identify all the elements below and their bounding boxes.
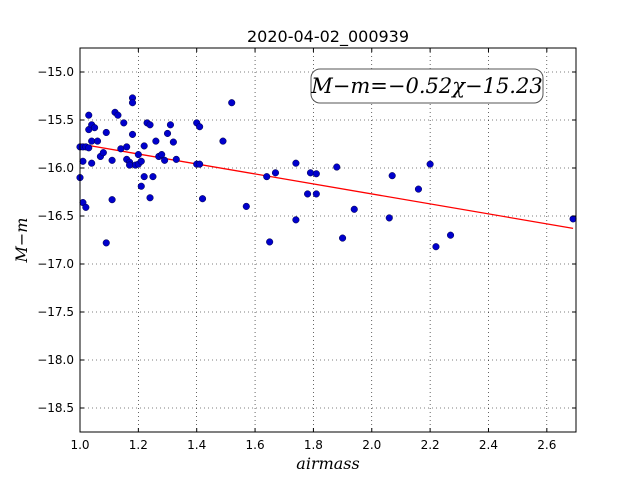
data-point — [169, 138, 177, 146]
data-point — [137, 182, 145, 190]
data-point — [198, 195, 207, 203]
data-point — [102, 239, 110, 247]
y-tick-label: −17.0 — [37, 257, 74, 271]
data-point — [266, 238, 274, 246]
x-tick-label: 1.2 — [129, 438, 148, 452]
data-point — [108, 196, 116, 204]
y-tick-label: −18.0 — [37, 353, 74, 367]
data-point — [91, 124, 99, 132]
data-point — [102, 128, 110, 137]
data-point — [432, 243, 440, 251]
fit-equation-text: M−m=−0.52χ−15.23 — [310, 74, 542, 98]
data-point — [228, 99, 236, 107]
fit-equation-frame — [310, 68, 544, 104]
data-point — [163, 129, 172, 137]
data-point — [446, 231, 455, 239]
data-point — [172, 155, 180, 163]
data-point — [120, 119, 128, 127]
data-point — [388, 172, 396, 180]
data-point — [339, 234, 347, 242]
data-point — [128, 130, 137, 138]
y-tick-label: −15.0 — [37, 65, 74, 79]
y-tick-label: −16.0 — [37, 161, 74, 175]
data-point — [161, 156, 169, 164]
y-tick-label: −17.5 — [37, 305, 74, 319]
x-tick-label: 2.6 — [537, 438, 556, 452]
x-tick-label: 1.4 — [187, 438, 206, 452]
data-point — [123, 143, 131, 151]
data-point — [85, 144, 93, 152]
data-point — [242, 202, 250, 210]
x-tick-label: 1.8 — [304, 438, 323, 452]
data-point — [312, 170, 320, 178]
data-point — [137, 157, 145, 165]
data-point — [196, 160, 204, 168]
data-point — [306, 169, 315, 177]
data-point — [414, 185, 422, 193]
y-tick-label: −18.5 — [37, 401, 74, 415]
data-point — [271, 169, 280, 177]
axis-ticks — [79, 48, 576, 432]
data-point — [108, 156, 116, 164]
data-point — [292, 216, 300, 224]
data-point — [149, 173, 157, 181]
data-point — [219, 137, 227, 145]
y-tick-label: −15.5 — [37, 113, 74, 127]
data-point — [263, 173, 271, 181]
data-point — [152, 137, 160, 145]
data-point — [99, 149, 107, 157]
data-point — [128, 99, 137, 107]
data-point — [79, 157, 87, 165]
data-point — [304, 190, 312, 198]
data-point — [312, 190, 320, 198]
data-point — [88, 159, 96, 167]
data-point — [146, 121, 154, 129]
data-point — [426, 160, 434, 168]
axis-tick-labels: 1.0 1.2 1.4 1.6 1.8 2.0 2.2 2.4 2.6 −15.0 −15.5 −16… — [37, 65, 556, 452]
data-point — [93, 137, 102, 145]
y-axis-label: M−m — [12, 218, 31, 264]
data-points — [76, 94, 577, 251]
y-tick-label: −16.5 — [37, 209, 74, 223]
data-point — [158, 151, 166, 159]
x-tick-label: 1.0 — [70, 438, 89, 452]
data-point — [114, 111, 122, 119]
data-point — [140, 142, 148, 150]
fit-equation-box: M−m=−0.52χ−15.23 — [310, 68, 544, 104]
data-point — [140, 173, 148, 181]
plot-frame — [79, 47, 577, 433]
data-point — [196, 123, 204, 131]
data-point — [569, 215, 577, 223]
x-axis-label: airmass — [296, 454, 359, 473]
data-point — [82, 203, 90, 211]
data-point — [333, 163, 341, 171]
data-point — [85, 111, 93, 119]
data-point — [166, 121, 174, 129]
data-point — [146, 194, 154, 202]
data-point — [134, 151, 142, 159]
x-tick-label: 2.4 — [479, 438, 498, 452]
data-point — [350, 205, 358, 213]
data-point — [385, 214, 393, 222]
x-tick-label: 2.0 — [362, 438, 381, 452]
data-point — [292, 159, 300, 167]
chart-title: 2020-04-02_000939 — [247, 27, 409, 47]
x-tick-label: 1.6 — [246, 438, 265, 452]
x-tick-label: 2.2 — [421, 438, 440, 452]
